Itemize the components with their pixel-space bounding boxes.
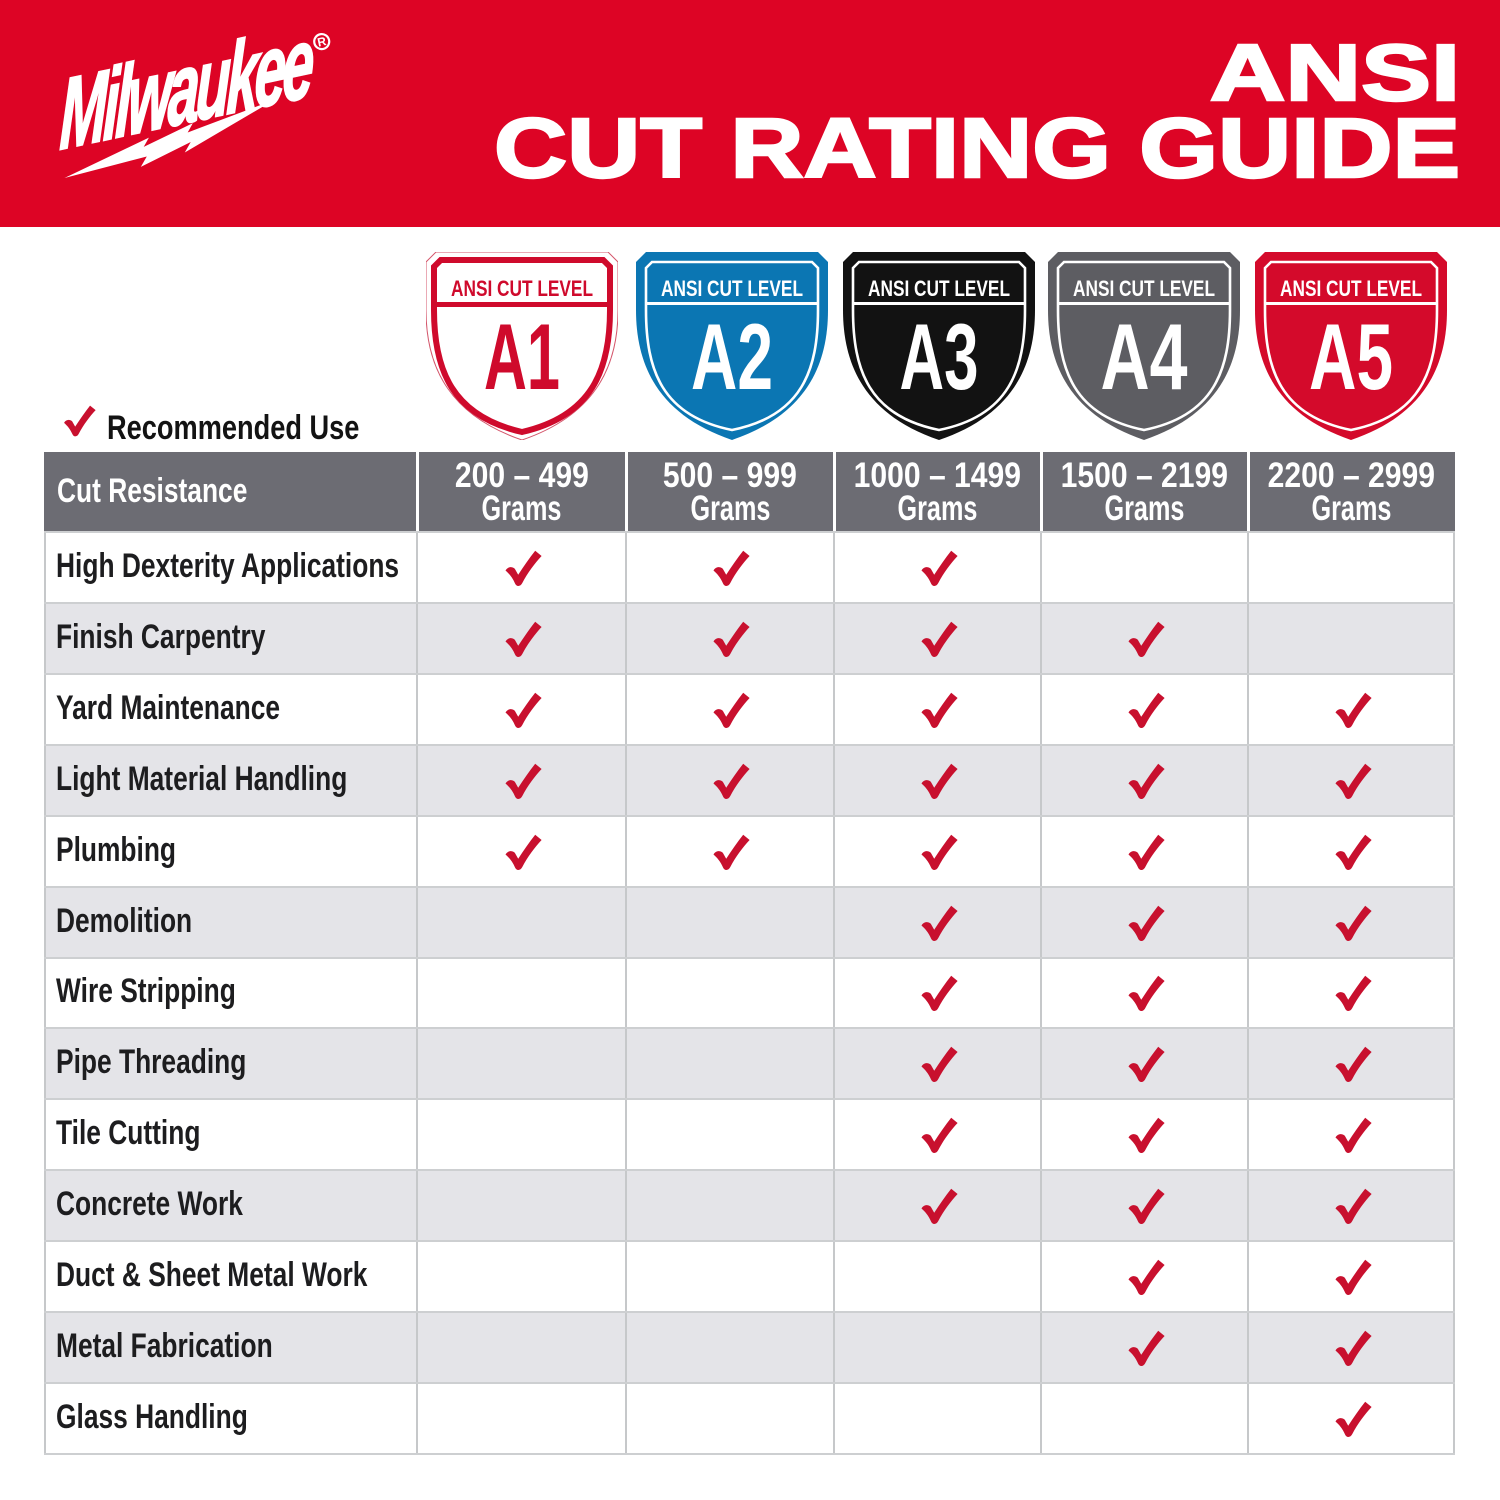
svg-text:ANSI CUT LEVEL: ANSI CUT LEVEL [868,276,1010,301]
svg-text:A1: A1 [484,304,560,409]
svg-text:A4: A4 [1101,304,1188,409]
svg-text:A5: A5 [1309,304,1393,409]
svg-text:A3: A3 [900,304,979,409]
svg-text:ANSI CUT LEVEL: ANSI CUT LEVEL [1073,276,1215,301]
svg-text:A2: A2 [691,304,773,409]
svg-text:R: R [316,34,328,50]
svg-text:ANSI CUT LEVEL: ANSI CUT LEVEL [1280,276,1422,301]
svg-text:Milwaukee: Milwaukee [58,10,314,172]
svg-text:ANSI CUT LEVEL: ANSI CUT LEVEL [451,276,593,301]
svg-text:ANSI CUT LEVEL: ANSI CUT LEVEL [661,276,803,301]
